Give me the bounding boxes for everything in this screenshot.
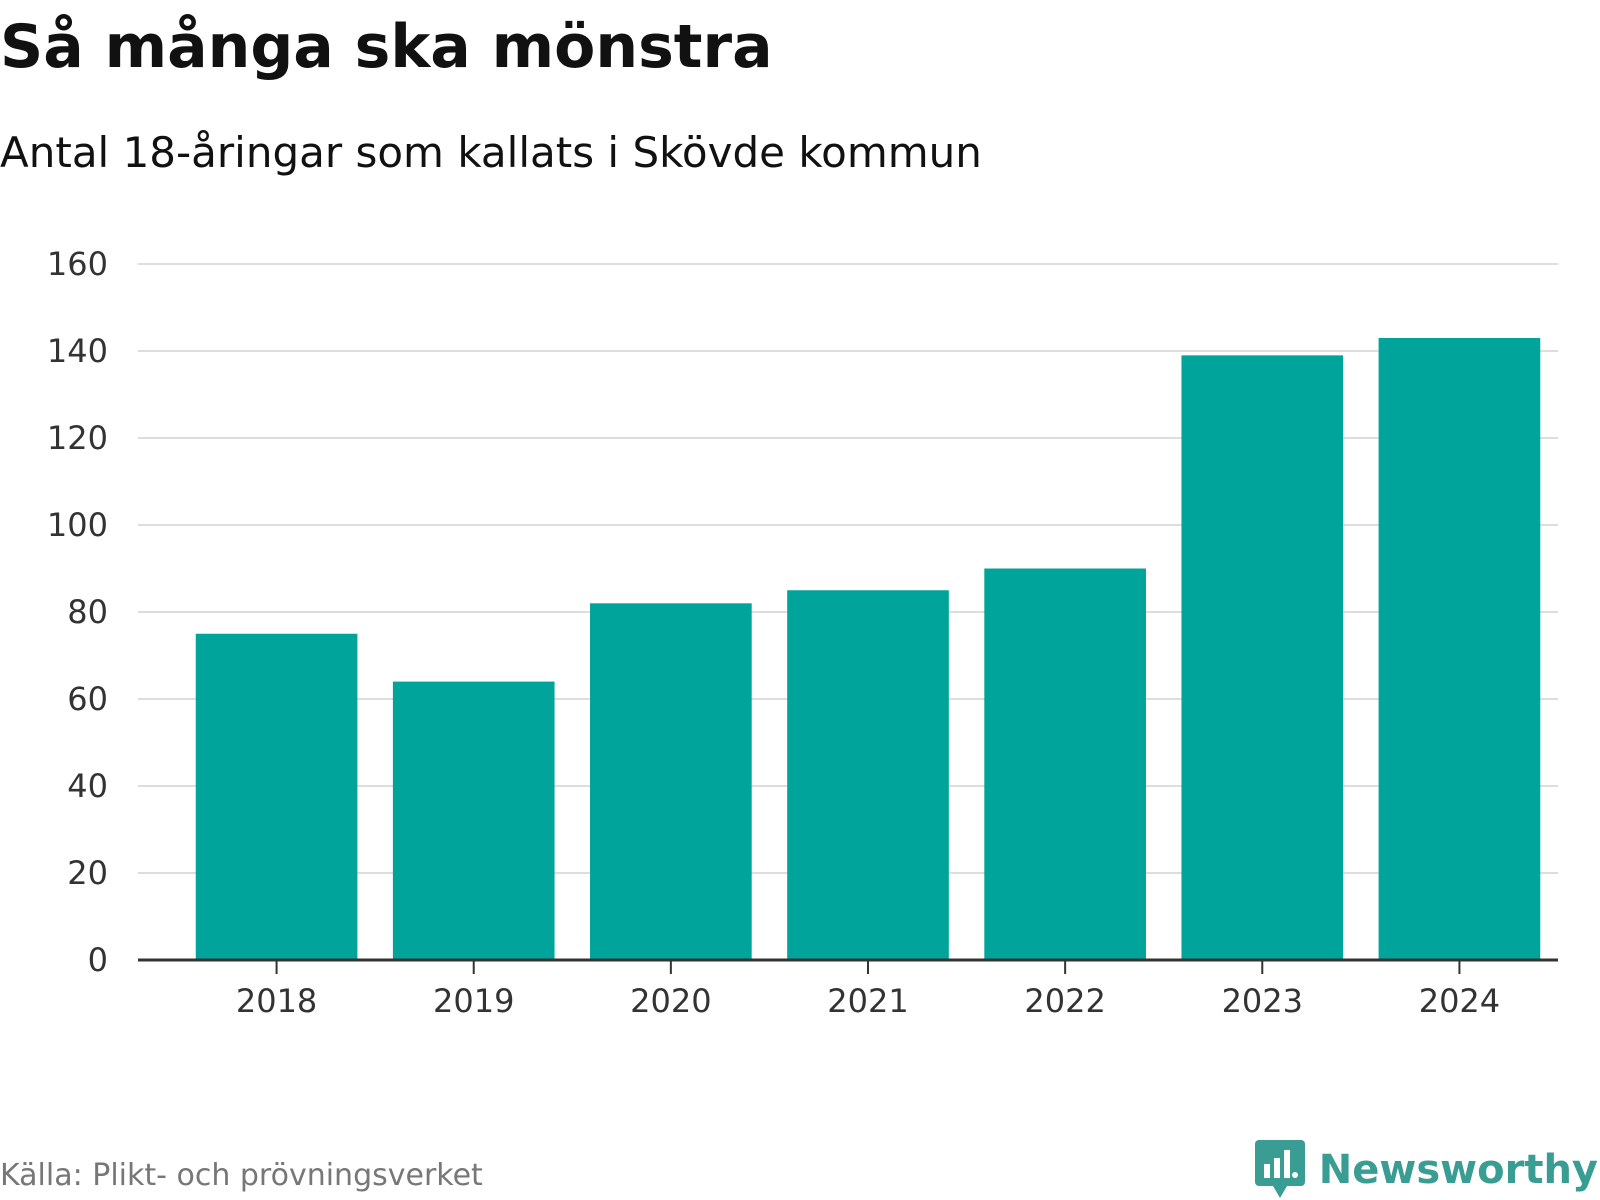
bar-2022[interactable] xyxy=(984,568,1146,961)
bar-2018[interactable] xyxy=(195,633,358,960)
bar-2023[interactable] xyxy=(1181,355,1344,961)
y-tick-label: 0 xyxy=(88,941,108,979)
y-tick-label: 140 xyxy=(47,332,108,370)
bar-chart: 0 20 40 60 80 100 120 140 160 2018 2019 2020 2021 202… xyxy=(47,245,1558,1020)
bars xyxy=(195,337,1541,961)
x-tick-label: 2024 xyxy=(1419,982,1500,1020)
x-tick-label: 2018 xyxy=(236,982,317,1020)
bar-2021[interactable] xyxy=(787,590,949,960)
bar-2020[interactable] xyxy=(590,603,752,960)
brand-name: Newsworthy xyxy=(1318,1147,1598,1193)
x-tick-label: 2021 xyxy=(827,982,908,1020)
brand[interactable]: Newsworthy xyxy=(1254,1140,1598,1200)
y-tick-label: 100 xyxy=(47,506,108,544)
x-tick-label: 2022 xyxy=(1024,982,1105,1020)
x-tick-label: 2019 xyxy=(433,982,514,1020)
bar-2019[interactable] xyxy=(392,681,555,960)
chart-subtitle: Antal 18-åringar som kallats i Skövde ko… xyxy=(0,128,982,177)
bar-2024[interactable] xyxy=(1378,337,1541,960)
y-tick-label: 20 xyxy=(67,854,108,892)
x-tick-label: 2020 xyxy=(630,982,711,1020)
x-tick-label: 2023 xyxy=(1222,982,1303,1020)
y-tick-label: 80 xyxy=(67,593,108,631)
axes: 0 20 40 60 80 100 120 140 160 2018 2019 2020 2021 202… xyxy=(47,245,1558,1020)
y-tick-label: 40 xyxy=(67,767,108,805)
y-tick-label: 120 xyxy=(47,419,108,457)
chart-title: Så många ska mönstra xyxy=(0,12,773,82)
source-note: Källa: Plikt- och prövningsverket xyxy=(0,1158,483,1193)
newsworthy-logo-icon xyxy=(1254,1140,1305,1198)
y-tick-label: 160 xyxy=(47,245,108,283)
y-tick-label: 60 xyxy=(67,680,108,718)
